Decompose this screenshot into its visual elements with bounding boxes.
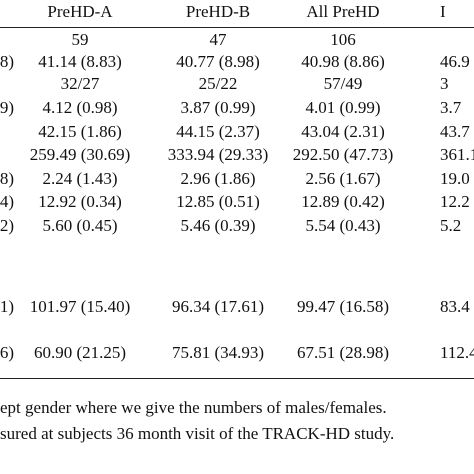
cell: 2.24 (1.43) bbox=[42, 169, 118, 188]
cell: 83.4 bbox=[440, 297, 470, 316]
cell: 42.15 (1.86) bbox=[38, 122, 122, 141]
cell: 44.15 (2.37) bbox=[176, 122, 260, 141]
cell: 112.4 bbox=[440, 343, 474, 362]
footnote: sured at subjects 36 month visit of the … bbox=[0, 424, 395, 443]
cell: 292.50 (47.73) bbox=[292, 145, 394, 164]
cell: 4.01 (0.99) bbox=[305, 98, 381, 117]
cell: 2.96 (1.86) bbox=[180, 169, 256, 188]
cell: 32/27 bbox=[60, 74, 100, 93]
cell: 40.98 (8.86) bbox=[301, 52, 385, 71]
cell: 43.7 bbox=[440, 122, 470, 141]
cell: 40.77 (8.98) bbox=[176, 52, 260, 71]
cell: 259.49 (30.69) bbox=[29, 145, 131, 164]
cell: 67.51 (28.98) bbox=[296, 343, 390, 362]
cell: 333.94 (29.33) bbox=[167, 145, 269, 164]
cell: 41.14 (8.83) bbox=[38, 52, 122, 71]
cell: 12.85 (0.51) bbox=[176, 192, 260, 211]
column-header: All PreHD bbox=[306, 2, 380, 21]
cell: 25/22 bbox=[198, 74, 238, 93]
cell: 361.1 bbox=[440, 145, 474, 164]
cell: 75.81 (34.93) bbox=[171, 343, 265, 362]
column-header: PreHD-B bbox=[185, 2, 251, 21]
cell: 19.0 bbox=[440, 169, 470, 188]
row-label: 8) bbox=[0, 169, 14, 188]
cell: 96.34 (17.61) bbox=[171, 297, 265, 316]
row-label: 18) bbox=[0, 52, 14, 71]
row-label: 56) bbox=[0, 343, 14, 362]
cell: 12.92 (0.34) bbox=[38, 192, 122, 211]
cell: 106 bbox=[330, 30, 356, 49]
cell: 59 bbox=[71, 30, 89, 49]
row-label: 9) bbox=[0, 98, 14, 117]
cell: 3.7 bbox=[440, 98, 462, 117]
cell: 5.60 (0.45) bbox=[42, 216, 118, 235]
cell: 5.2 bbox=[440, 216, 462, 235]
cell: 46.9 bbox=[440, 52, 470, 71]
cell: 12.89 (0.42) bbox=[301, 192, 385, 211]
cell: 43.04 (2.31) bbox=[301, 122, 385, 141]
cell: 60.90 (21.25) bbox=[33, 343, 127, 362]
row-label: 01) bbox=[0, 297, 14, 316]
cell: 101.97 (15.40) bbox=[29, 297, 131, 316]
cell: 5.46 (0.39) bbox=[180, 216, 256, 235]
cell: 2.56 (1.67) bbox=[305, 169, 381, 188]
cell: 99.47 (16.58) bbox=[296, 297, 390, 316]
footnote: ept gender where we give the numbers of … bbox=[0, 398, 387, 417]
row-label: 4) bbox=[0, 192, 14, 211]
cell: 3 bbox=[440, 74, 449, 93]
column-header: I bbox=[440, 2, 446, 21]
cell: 3.87 (0.99) bbox=[180, 98, 256, 117]
cell: 5.54 (0.43) bbox=[305, 216, 381, 235]
cell: 47 bbox=[209, 30, 227, 49]
cell: 12.2 bbox=[440, 192, 470, 211]
header-rule bbox=[0, 27, 474, 28]
cell: 4.12 (0.98) bbox=[42, 98, 118, 117]
bottom-rule bbox=[0, 378, 474, 379]
row-label: 2) bbox=[0, 216, 14, 235]
column-header: PreHD-A bbox=[47, 2, 113, 21]
cell: 57/49 bbox=[323, 74, 363, 93]
